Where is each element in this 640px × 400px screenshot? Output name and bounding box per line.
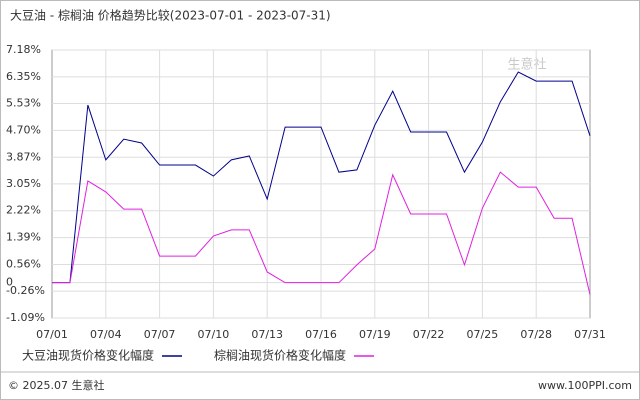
y-tick-label: 2.22% <box>6 204 41 217</box>
x-tick-label: 07/28 <box>520 328 552 341</box>
x-tick-label: 07/31 <box>574 328 606 341</box>
footer-left: © 2025.07 生意社 <box>8 378 104 392</box>
legend-label: 大豆油现货价格变化幅度 <box>22 348 154 363</box>
footer-right: www.100PPI.com <box>538 379 632 392</box>
legend-label: 棕榈油现货价格变化幅度 <box>214 348 346 363</box>
watermark: 生意社 <box>507 57 546 73</box>
y-tick-label: 3.87% <box>6 150 41 163</box>
y-tick-label: -0.26% <box>6 284 45 297</box>
series-line <box>52 71 591 284</box>
y-tick-label: 1.39% <box>6 231 41 244</box>
x-tick-label: 07/07 <box>144 328 176 341</box>
series-line <box>52 171 591 295</box>
x-tick-label: 07/19 <box>359 328 391 341</box>
x-tick-label: 07/16 <box>305 328 337 341</box>
x-tick-label: 07/22 <box>413 328 445 341</box>
x-tick-label: 07/13 <box>251 328 283 341</box>
x-tick-label: 07/04 <box>90 328 122 341</box>
y-tick-label: -1.09% <box>6 311 45 324</box>
y-tick-label: 7.18% <box>6 43 41 56</box>
y-tick-label: 0.56% <box>6 258 41 271</box>
y-tick-label: 0 <box>6 276 13 289</box>
x-tick-label: 07/01 <box>36 328 68 341</box>
y-tick-label: 3.05% <box>6 177 41 190</box>
y-tick-label: 5.53% <box>6 96 41 109</box>
x-tick-label: 07/10 <box>198 328 230 341</box>
x-tick-label: 07/25 <box>467 328 499 341</box>
y-tick-label: 4.70% <box>6 123 41 136</box>
chart-title: 大豆油 - 棕榈油 价格趋势比较(2023-07-01 - 2023-07-31… <box>10 8 331 23</box>
y-tick-label: 6.35% <box>6 70 41 83</box>
